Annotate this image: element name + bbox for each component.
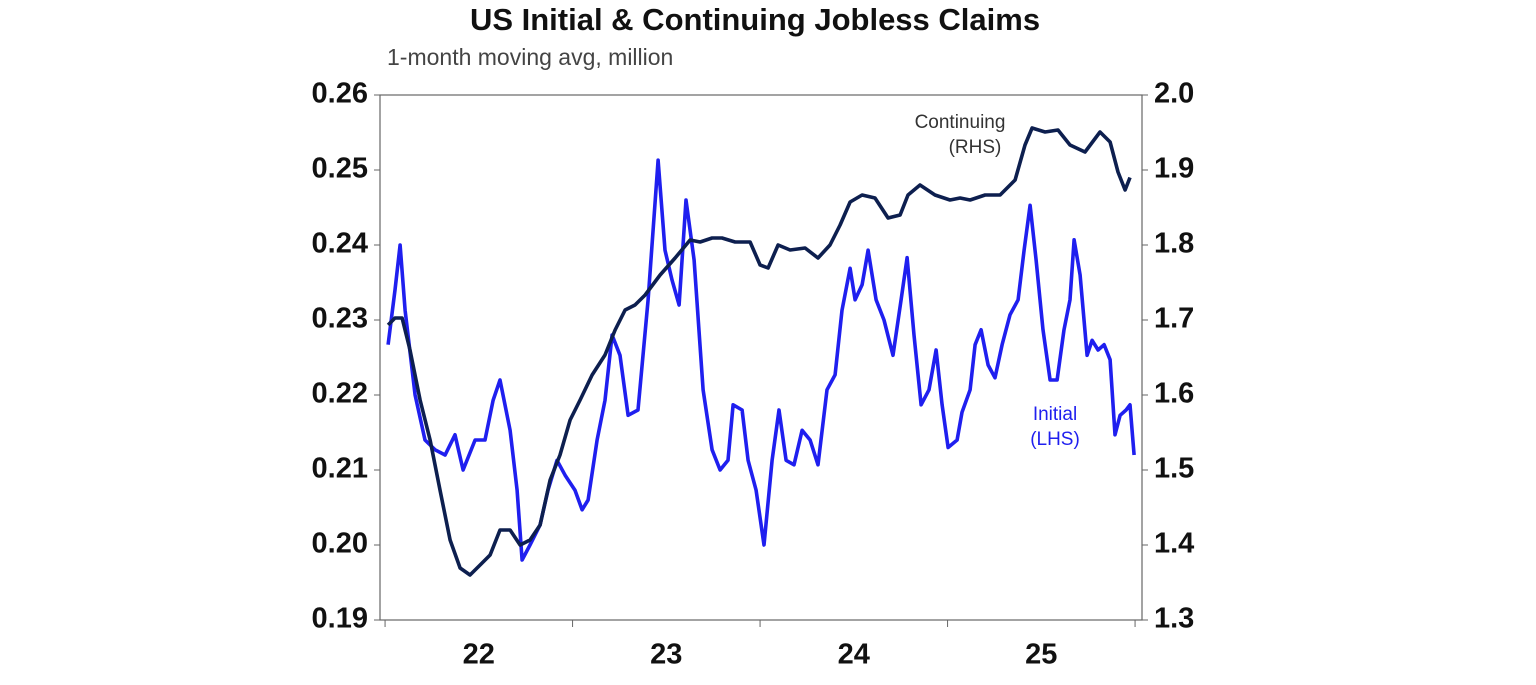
y2-tick-label: 1.8 [1154,228,1194,260]
series-label-note: (RHS) [949,137,1002,158]
y-tick-label: 0.20 [312,528,368,560]
series-label-note: (LHS) [1030,429,1080,450]
series-label: Initial [1033,404,1077,425]
y-tick-label: 0.19 [312,603,368,635]
y-tick-label: 0.26 [312,78,368,110]
x-tick-label: 25 [1025,639,1057,671]
y2-tick-label: 1.5 [1154,453,1194,485]
x-tick-label: 23 [650,639,682,671]
y-tick-label: 0.25 [312,153,368,185]
y-tick-label: 0.22 [312,378,368,410]
y2-tick-label: 1.7 [1154,303,1194,335]
y-tick-label: 0.24 [312,228,368,260]
chart-title: US Initial & Continuing Jobless Claims [470,2,1040,37]
y-tick-label: 0.21 [312,453,368,485]
series-line [386,158,1136,562]
series-line [386,126,1132,577]
y2-tick-label: 1.6 [1154,378,1194,410]
y-tick-label: 0.23 [312,303,368,335]
plot-frame [379,94,1143,621]
y2-tick-label: 1.3 [1154,603,1194,635]
y2-tick-label: 2.0 [1154,78,1194,110]
y2-tick-label: 1.9 [1154,153,1194,185]
series-label: Continuing [915,112,1006,133]
x-tick-label: 24 [838,639,870,671]
y2-tick-label: 1.4 [1154,528,1194,560]
chart-subtitle: 1-month moving avg, million [387,44,673,70]
x-tick-label: 22 [463,639,495,671]
